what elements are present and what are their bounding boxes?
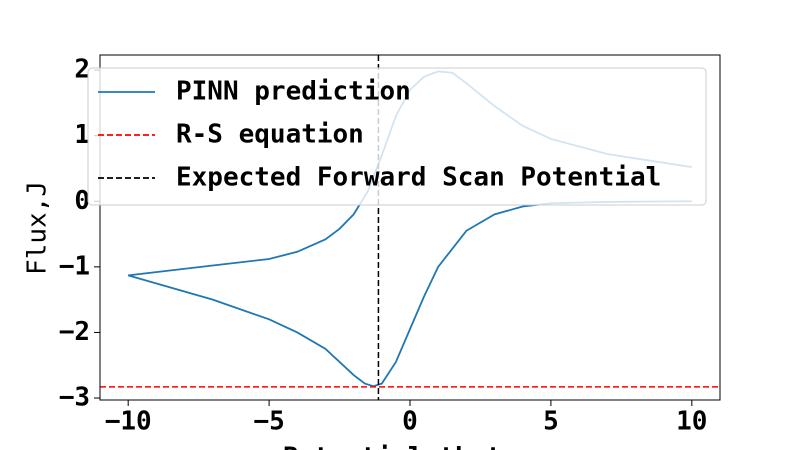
x-tick-label: 5 — [543, 407, 559, 437]
y-tick-label: 1 — [74, 120, 90, 150]
y-tick-label: 2 — [74, 55, 90, 85]
x-tick-label: 10 — [676, 407, 707, 437]
y-tick-label: −3 — [59, 383, 90, 413]
y-tick-label: −1 — [59, 251, 90, 281]
axes-frame — [99, 54, 721, 401]
x-tick-label: 0 — [402, 407, 418, 437]
legend-label: PINN prediction — [176, 77, 411, 107]
legend-box — [87, 67, 707, 206]
y-tick-label: −2 — [59, 317, 90, 347]
x-axis-label: Potential,theta — [283, 443, 518, 450]
x-tick-label: −10 — [105, 407, 152, 437]
y-axis-label: Flux,J — [23, 181, 53, 275]
x-tick-label: −5 — [253, 407, 284, 437]
legend-label: Expected Forward Scan Potential — [176, 163, 661, 193]
y-tick-label: 0 — [74, 186, 90, 216]
legend-label: R-S equation — [176, 120, 364, 150]
